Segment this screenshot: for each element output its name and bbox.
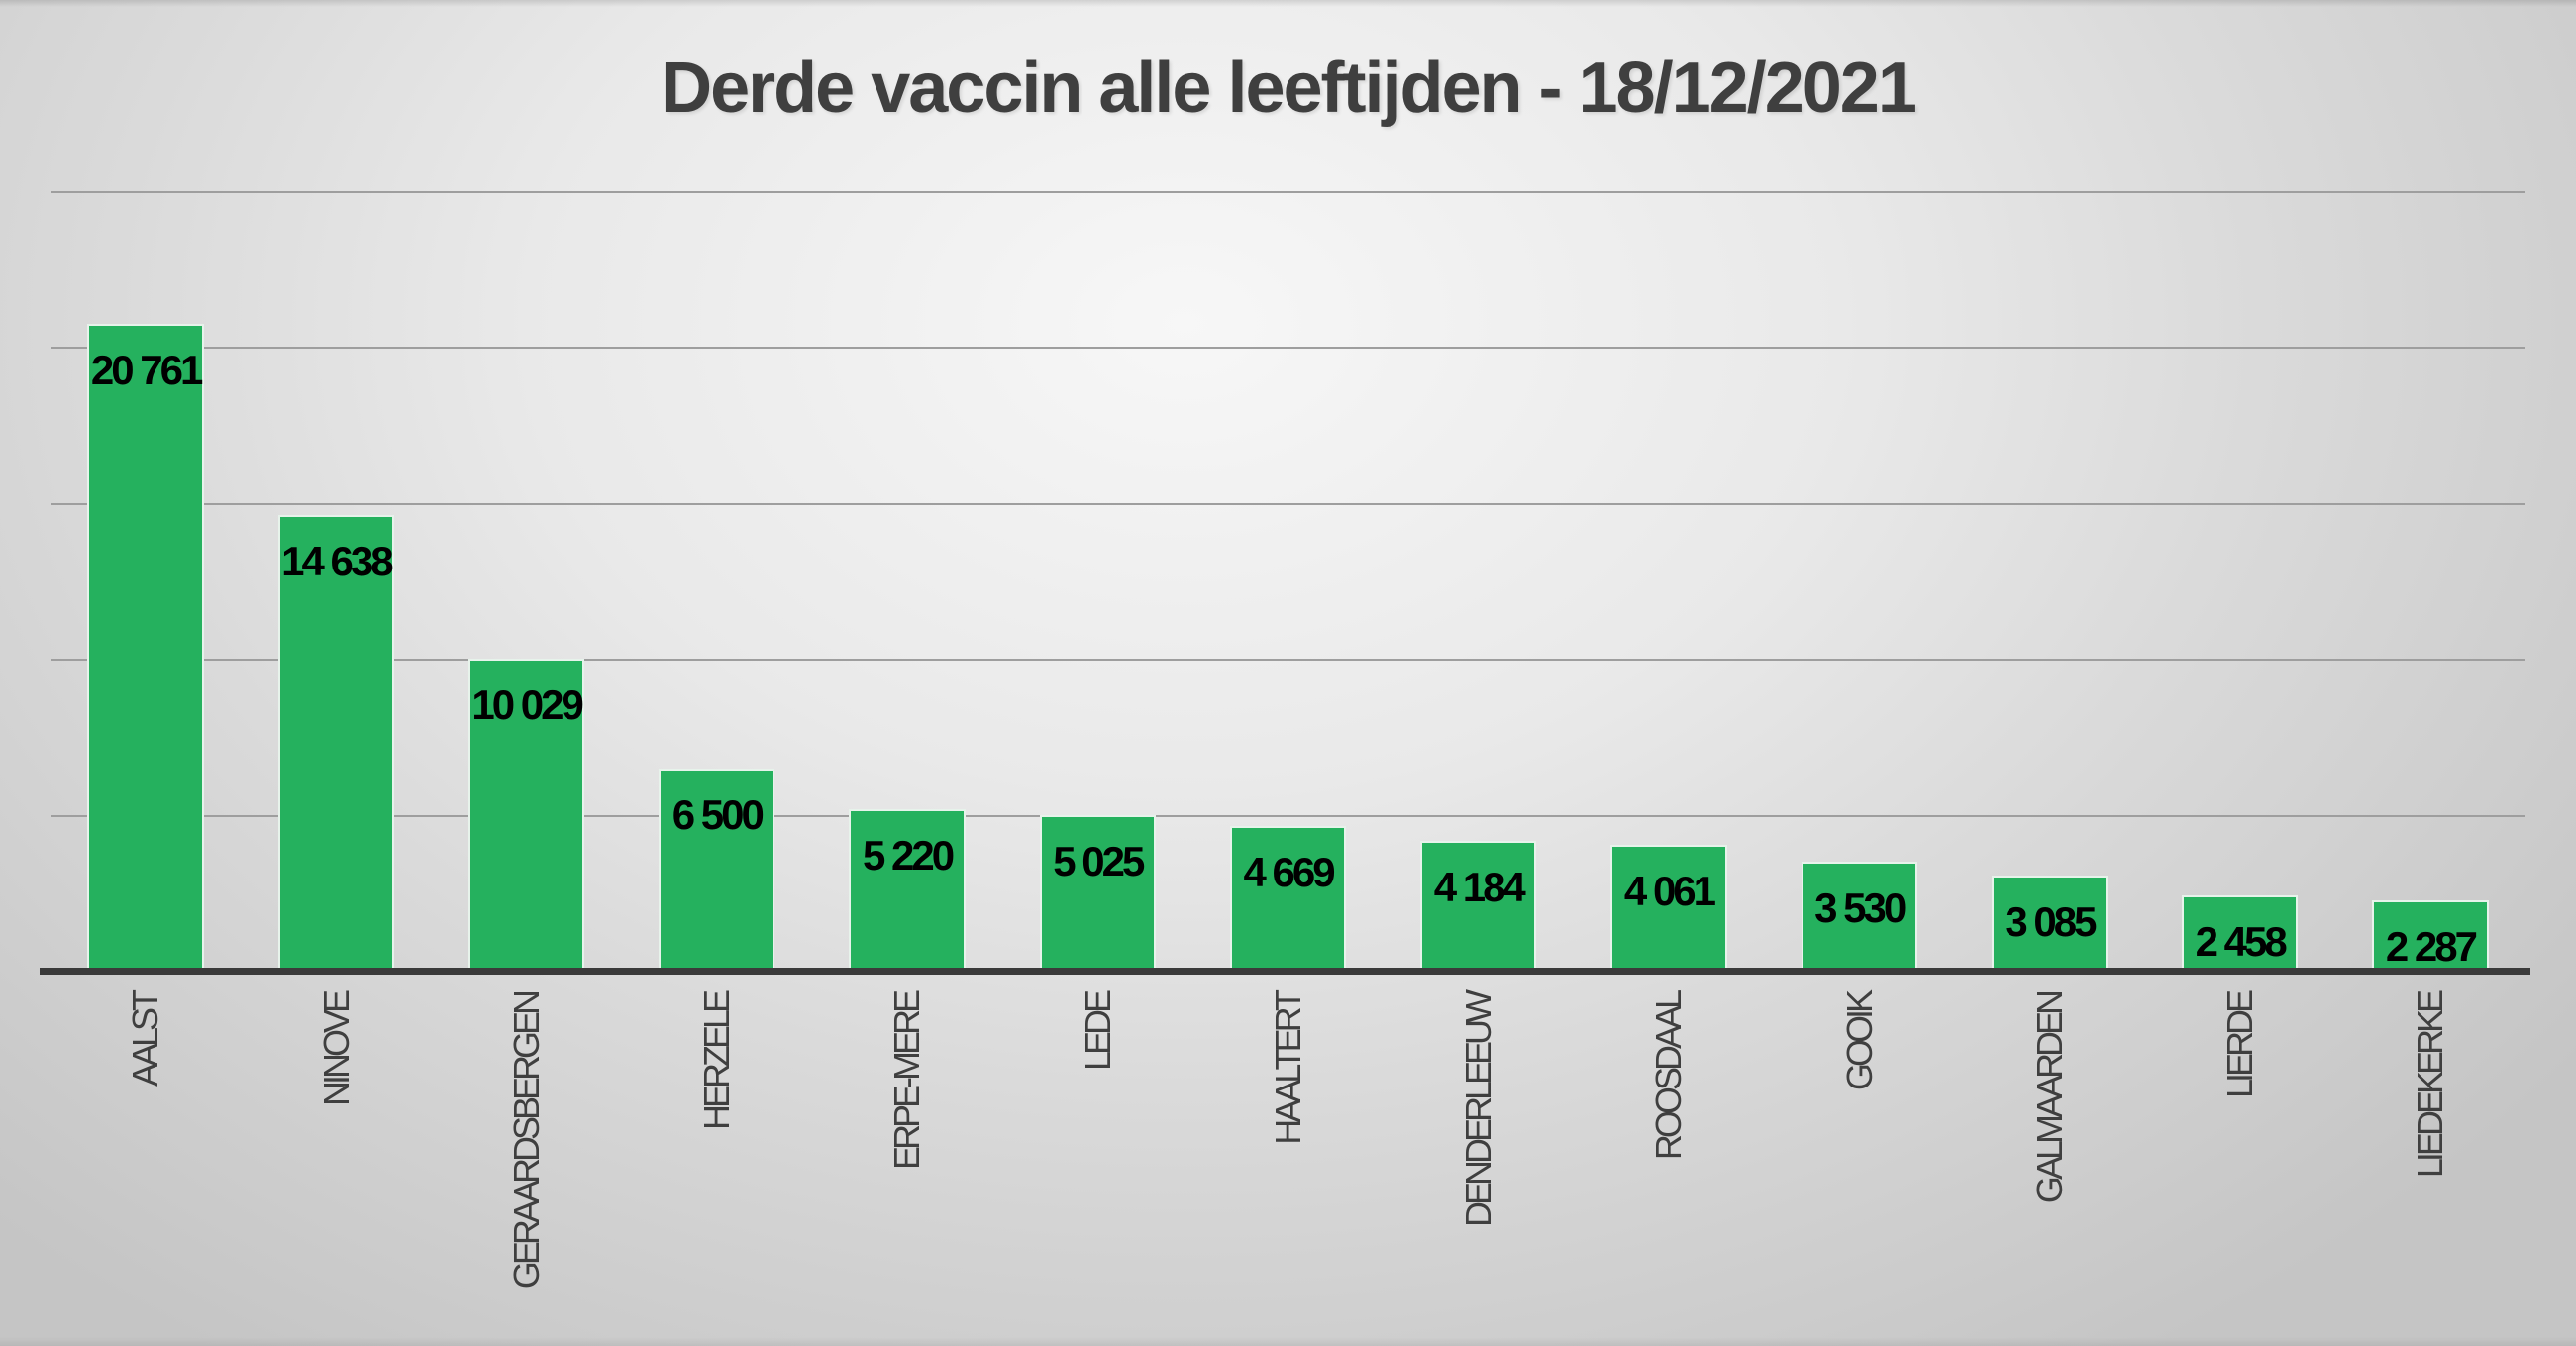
bar-value-label: 5 220 bbox=[862, 831, 955, 879]
bar-slot: 4 184 bbox=[1384, 841, 1574, 972]
category-label-erpe-mere: ERPE-MERE bbox=[886, 993, 928, 1171]
category-cell: HAALTERT bbox=[1192, 993, 1383, 1346]
bar-slot: 2 287 bbox=[2335, 899, 2525, 972]
gridline bbox=[51, 347, 2525, 349]
category-label-gooik: GOOIK bbox=[1838, 993, 1880, 1091]
bar-slot: 5 220 bbox=[812, 808, 1002, 972]
chart-title: Derde vaccin alle leeftijden - 18/12/202… bbox=[661, 49, 1917, 128]
bar-slot: 4 061 bbox=[1574, 845, 1764, 972]
bar-series: 20 761 14 638 10 029 6 500 5 220 5 025 4 669 4 … bbox=[51, 149, 2525, 972]
category-cell: AALST bbox=[51, 993, 241, 1346]
category-axis-labels: AALST NINOVE GERAARDSBERGEN HERZELE ERPE-MER… bbox=[51, 993, 2525, 1346]
bar-lede: 5 025 bbox=[1039, 814, 1156, 972]
category-label-geraardsbergen: GERAARDSBERGEN bbox=[505, 993, 547, 1290]
category-cell: ROOSDAAL bbox=[1574, 993, 1764, 1346]
bar-value-label: 5 025 bbox=[1053, 837, 1145, 884]
gridline bbox=[51, 190, 2525, 193]
category-cell: NINOVE bbox=[241, 993, 431, 1346]
category-label-liedekerke: LIEDEKERKE bbox=[2410, 993, 2451, 1179]
category-label-roosdaal: ROOSDAAL bbox=[1648, 993, 1690, 1161]
category-cell: LEDE bbox=[1002, 993, 1192, 1346]
bar-slot: 4 669 bbox=[1192, 825, 1383, 972]
plot-area: 20 761 14 638 10 029 6 500 5 220 5 025 4 669 4 … bbox=[40, 149, 2530, 975]
bar-ninove: 14 638 bbox=[277, 514, 394, 972]
gridline bbox=[51, 659, 2525, 661]
bar-value-label: 2 287 bbox=[2385, 922, 2478, 970]
bar-herzele: 6 500 bbox=[659, 769, 775, 972]
category-cell: LIEDEKERKE bbox=[2335, 993, 2525, 1346]
category-label-herzele: HERZELE bbox=[696, 993, 738, 1131]
bar-erpe-mere: 5 220 bbox=[849, 808, 966, 972]
x-axis-line bbox=[40, 968, 2530, 975]
category-cell: GALMAARDEN bbox=[1954, 993, 2144, 1346]
bar-denderleeuw: 4 184 bbox=[1420, 841, 1537, 972]
gridline bbox=[51, 502, 2525, 505]
category-label-ninove: NINOVE bbox=[315, 993, 357, 1107]
bar-value-label: 3 085 bbox=[2005, 897, 2097, 945]
category-cell: LIERDE bbox=[2145, 993, 2335, 1346]
bar-liedekerke: 2 287 bbox=[2372, 899, 2489, 972]
category-cell: DENDERLEEUW bbox=[1384, 993, 1574, 1346]
category-label-galmaarden: GALMAARDEN bbox=[2028, 993, 2070, 1204]
category-cell: GOOIK bbox=[1764, 993, 1954, 1346]
bar-value-label: 4 669 bbox=[1243, 848, 1335, 895]
bar-haaltert: 4 669 bbox=[1229, 825, 1347, 972]
category-label-denderleeuw: DENDERLEEUW bbox=[1458, 993, 1499, 1228]
bar-slot: 3 085 bbox=[1954, 875, 2144, 972]
category-cell: GERAARDSBERGEN bbox=[431, 993, 621, 1346]
bar-gooik: 3 530 bbox=[1801, 861, 1917, 972]
bar-slot: 14 638 bbox=[241, 514, 431, 972]
bar-value-label: 4 061 bbox=[1623, 868, 1716, 915]
bar-slot: 6 500 bbox=[622, 769, 812, 972]
bar-slot: 5 025 bbox=[1002, 814, 1192, 972]
category-label-lierde: LIERDE bbox=[2219, 993, 2260, 1099]
bar-value-label: 3 530 bbox=[1814, 883, 1906, 931]
bar-value-label: 20 761 bbox=[90, 347, 203, 394]
bar-roosdaal: 4 061 bbox=[1610, 845, 1727, 972]
bar-value-label: 4 184 bbox=[1433, 864, 1526, 911]
category-label-aalst: AALST bbox=[125, 993, 166, 1087]
bar-geraardsbergen: 10 029 bbox=[467, 659, 585, 972]
category-cell: ERPE-MERE bbox=[812, 993, 1002, 1346]
gridline bbox=[51, 814, 2525, 817]
category-label-lede: LEDE bbox=[1077, 993, 1118, 1072]
bar-value-label: 14 638 bbox=[281, 537, 393, 584]
bar-value-label: 10 029 bbox=[471, 681, 583, 729]
bar-value-label: 2 458 bbox=[2195, 917, 2288, 965]
bar-slot: 20 761 bbox=[51, 324, 241, 972]
bar-galmaarden: 3 085 bbox=[1991, 875, 2109, 972]
bar-slot: 3 530 bbox=[1764, 861, 1954, 972]
category-cell: HERZELE bbox=[622, 993, 812, 1346]
bar-value-label: 6 500 bbox=[671, 791, 765, 839]
category-label-haaltert: HAALTERT bbox=[1267, 993, 1308, 1145]
bar-lierde: 2 458 bbox=[2182, 894, 2299, 972]
bar-aalst: 20 761 bbox=[87, 324, 204, 972]
bar-slot: 10 029 bbox=[431, 659, 621, 972]
bar-slot: 2 458 bbox=[2145, 894, 2335, 972]
